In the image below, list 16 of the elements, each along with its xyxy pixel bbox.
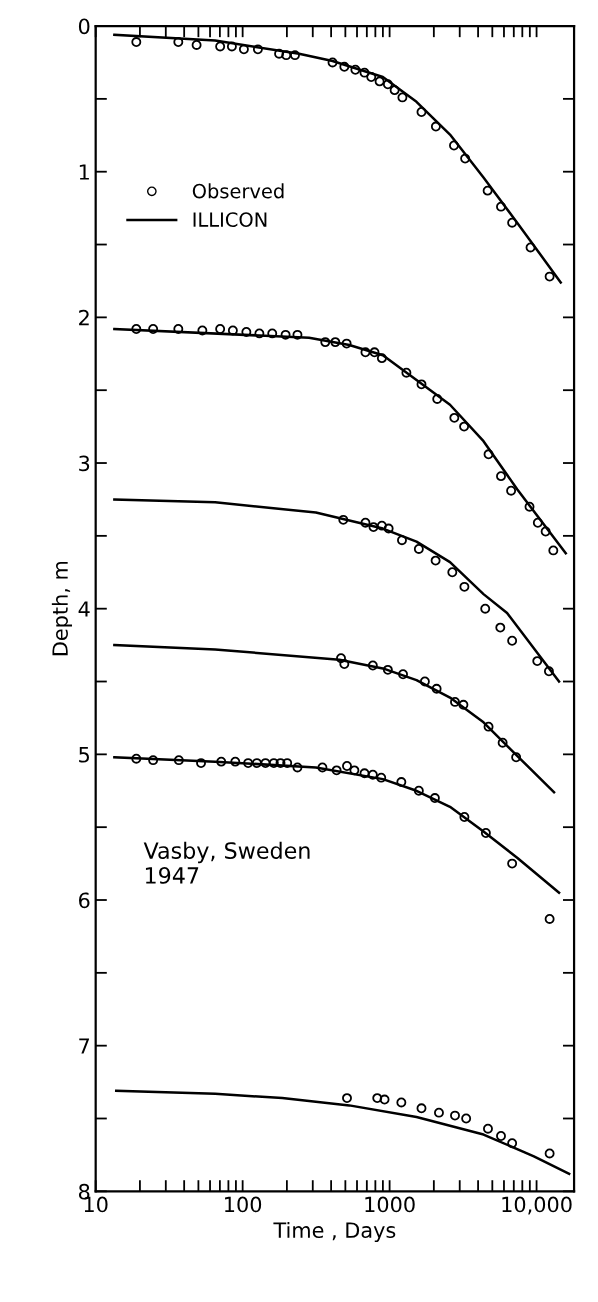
y-tick-label: 1 [79, 164, 89, 180]
y-tick-label: 6 [79, 892, 90, 909]
x-tick-label: 10,000 [502, 1196, 572, 1215]
x-tick-label: 100 [225, 1196, 262, 1213]
y-tick-label: 2 [79, 309, 89, 326]
y-tick-label: 5 [79, 747, 89, 763]
y-tick-label: 7 [79, 1038, 90, 1054]
y-tick-label: 3 [79, 455, 90, 472]
y-tick-label: 0 [78, 18, 90, 35]
x-axis-title: Time , Days [273, 1221, 396, 1243]
y-tick-label: 4 [78, 601, 90, 617]
x-tick-label: 1000 [365, 1196, 415, 1213]
legend-label: ILLICON [193, 212, 267, 227]
annotation: Vasby, Sweden 1947 [143, 841, 310, 884]
legend-label: Observed [192, 183, 284, 199]
y-axis-title: Depth, m [51, 561, 73, 656]
